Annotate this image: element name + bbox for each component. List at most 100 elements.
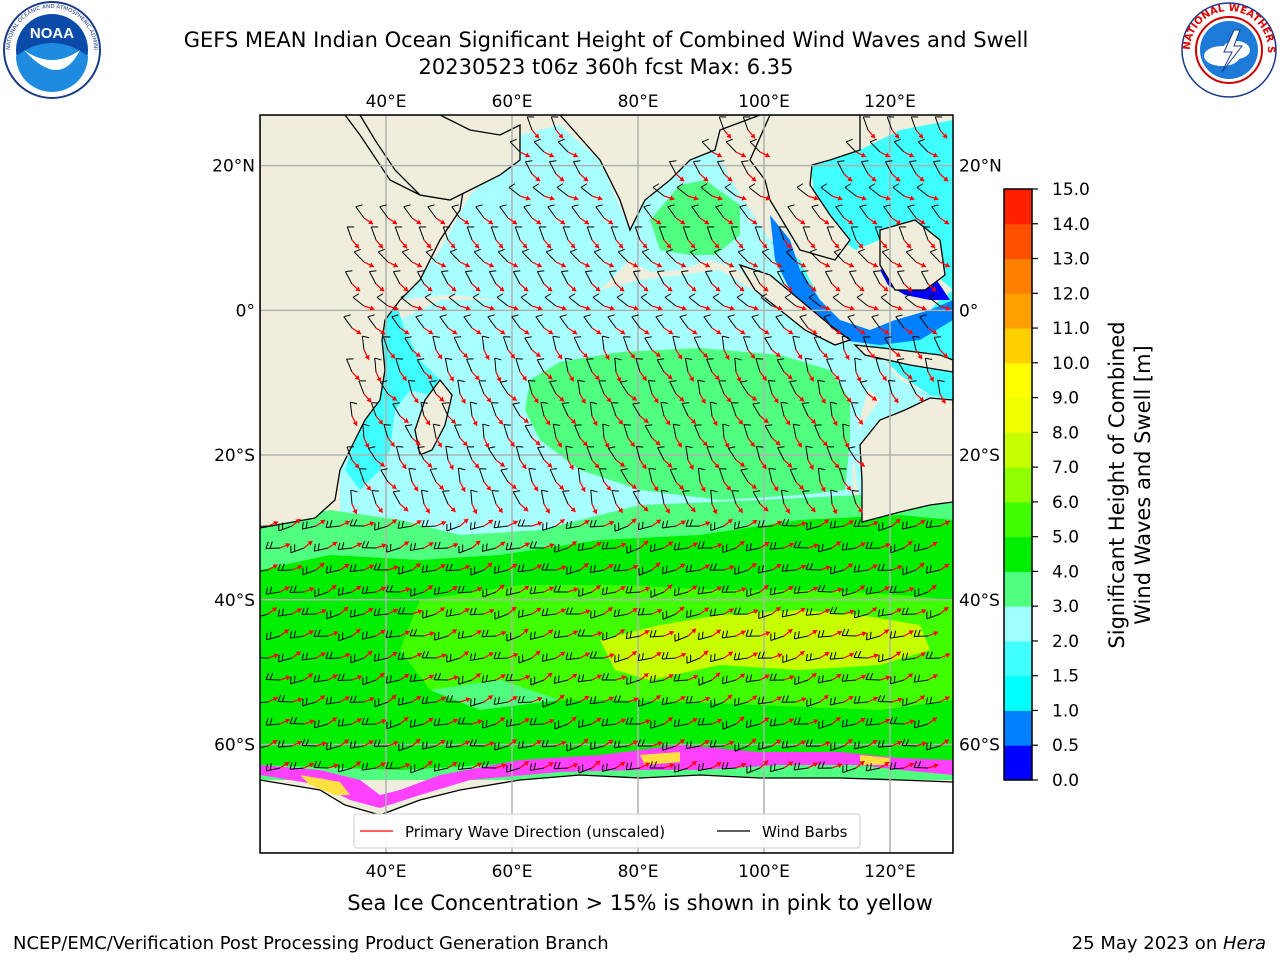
wind-barb xyxy=(537,446,545,461)
legend-barb-label: Wind Barbs xyxy=(762,823,848,841)
wind-barb xyxy=(913,629,929,637)
lat-tick-label-right: 20°S xyxy=(959,446,1000,466)
wave-direction-arrow xyxy=(555,305,567,311)
wind-barb xyxy=(499,380,509,395)
wave-direction-arrow xyxy=(867,129,876,139)
wave-direction-arrow xyxy=(687,327,698,335)
wind-barb xyxy=(407,379,416,395)
wind-barb xyxy=(667,204,677,219)
wave-direction-arrow xyxy=(747,738,757,747)
colorbar-swatch xyxy=(1004,432,1032,468)
wind-barb xyxy=(564,357,573,373)
wave-direction-arrow xyxy=(303,586,315,593)
wind-barb xyxy=(871,314,881,329)
wind-barb xyxy=(850,226,859,241)
wind-barb xyxy=(865,717,881,726)
wave-direction-arrow xyxy=(651,741,663,747)
wave-direction-arrow xyxy=(459,305,471,311)
wind-barb xyxy=(874,226,883,241)
wind-barb xyxy=(869,138,881,153)
wind-barb xyxy=(614,654,629,663)
wind-barb xyxy=(716,160,725,175)
wave-direction-arrow xyxy=(447,459,454,470)
wave-direction-arrow xyxy=(471,459,480,469)
wave-direction-arrow xyxy=(939,349,949,359)
lat-tick-label-right: 20°N xyxy=(959,157,1002,177)
date-host: Hera xyxy=(1222,933,1266,954)
wave-direction-arrow xyxy=(519,151,531,158)
wave-direction-arrow xyxy=(699,305,711,311)
wind-barb xyxy=(421,564,437,573)
wave-direction-arrow xyxy=(747,305,759,311)
wave-direction-arrow xyxy=(495,459,506,468)
wave-direction-arrow xyxy=(507,563,518,571)
wave-direction-arrow xyxy=(435,481,445,491)
wave-direction-arrow xyxy=(603,261,615,268)
wind-barb xyxy=(792,335,800,351)
wind-barb xyxy=(910,116,919,131)
wave-direction-arrow xyxy=(411,349,421,358)
wave-direction-arrow xyxy=(471,415,478,427)
wind-barb xyxy=(925,651,941,659)
wave-direction-arrow xyxy=(879,761,890,769)
wave-direction-arrow xyxy=(423,239,432,249)
wind-barb xyxy=(829,520,845,529)
wave-direction-arrow xyxy=(687,760,698,769)
wind-barb xyxy=(745,629,761,637)
wind-barb xyxy=(301,607,317,615)
wind-barb xyxy=(673,542,689,551)
wind-barb xyxy=(497,248,509,263)
wave-direction-arrow xyxy=(279,629,290,637)
wave-direction-arrow xyxy=(399,540,410,549)
wind-barb xyxy=(538,226,547,241)
wave-direction-arrow xyxy=(579,437,588,447)
wind-barb xyxy=(353,248,365,263)
wind-barb xyxy=(887,379,896,395)
wave-direction-arrow xyxy=(399,673,410,681)
wind-barb xyxy=(524,160,533,175)
wind-barb xyxy=(515,358,523,373)
wind-barb xyxy=(757,741,773,751)
wind-barb xyxy=(481,629,497,638)
wave-direction-arrow xyxy=(927,541,938,549)
wind-barb xyxy=(668,160,677,175)
wave-direction-arrow xyxy=(387,349,396,359)
wave-direction-arrow xyxy=(723,608,734,615)
wave-direction-arrow xyxy=(531,217,542,225)
wave-direction-arrow xyxy=(927,674,938,681)
wave-direction-arrow xyxy=(879,629,890,637)
wind-barb xyxy=(853,741,869,750)
wave-direction-arrow xyxy=(567,415,577,425)
wind-barb xyxy=(493,565,509,574)
wind-barb xyxy=(684,357,693,373)
wind-barb xyxy=(589,651,604,659)
wave-direction-arrow xyxy=(363,564,375,571)
wave-direction-arrow xyxy=(879,371,888,382)
wave-direction-arrow xyxy=(807,672,817,681)
wind-barb xyxy=(355,204,365,219)
wind-barb xyxy=(925,565,941,574)
wind-barb xyxy=(806,698,821,708)
wave-direction-arrow xyxy=(747,261,759,268)
wind-barb xyxy=(672,423,681,439)
wind-barb xyxy=(715,204,725,219)
wave-direction-arrow xyxy=(843,652,855,659)
wind-barb xyxy=(780,489,789,505)
wave-direction-arrow xyxy=(795,697,807,703)
wave-direction-arrow xyxy=(543,761,554,769)
wave-direction-arrow xyxy=(555,129,564,139)
wind-barb xyxy=(508,183,521,197)
wind-barb xyxy=(793,540,809,549)
wave-direction-arrow xyxy=(855,371,862,383)
wind-barb xyxy=(937,379,945,395)
wind-barb xyxy=(802,226,811,241)
colorbar-swatch xyxy=(1004,745,1032,781)
wave-direction-arrow xyxy=(327,763,339,769)
wind-barb xyxy=(416,358,425,373)
wave-direction-arrow xyxy=(903,151,915,158)
wave-direction-arrow xyxy=(471,239,480,249)
wind-barb xyxy=(872,270,881,285)
wind-barb xyxy=(637,607,653,616)
wave-direction-arrow xyxy=(639,629,650,637)
wave-direction-arrow xyxy=(639,371,648,382)
